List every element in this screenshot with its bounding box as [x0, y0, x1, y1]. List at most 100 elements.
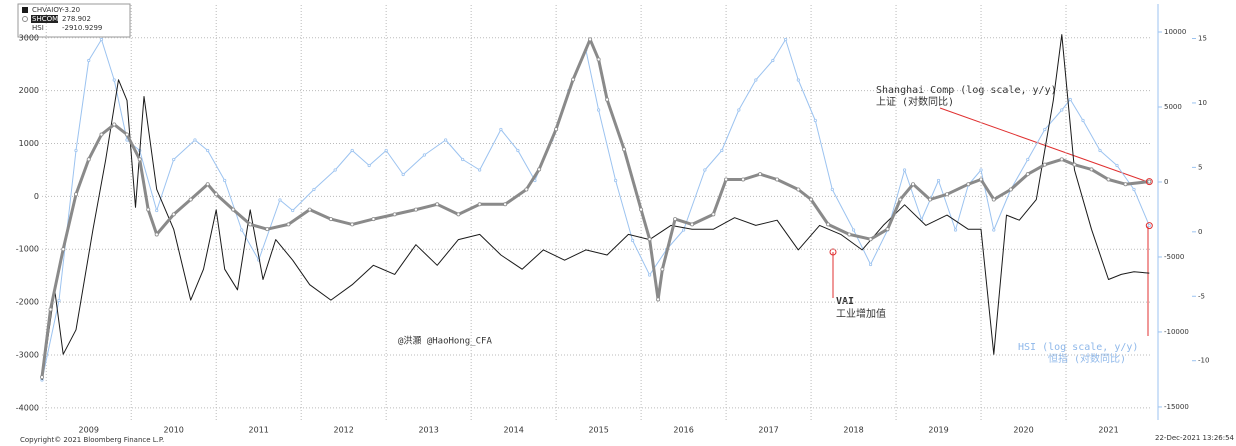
point: [639, 207, 644, 212]
point: [614, 178, 618, 183]
y-tick-label: -1000: [16, 245, 39, 254]
y3-tick-label: 15: [1198, 35, 1207, 43]
point: [622, 147, 627, 152]
point: [588, 37, 593, 42]
point: [248, 222, 253, 227]
point: [648, 273, 652, 277]
point: [350, 148, 354, 153]
y-tick-label: -3000: [16, 350, 39, 359]
point: [40, 375, 45, 380]
point: [435, 202, 440, 207]
point: [223, 178, 227, 183]
point: [1043, 127, 1047, 132]
point: [99, 37, 104, 42]
point: [367, 163, 371, 168]
y-tick-label: 2000: [19, 86, 39, 95]
x-tick-label: 2014: [503, 426, 523, 435]
legend-value: -2910.9299: [62, 24, 102, 32]
point: [74, 148, 78, 153]
point: [524, 187, 529, 192]
line-series: [40, 37, 1150, 378]
annotation-line: [939, 107, 1149, 183]
annotation: HSI (log scale, y/y): [1018, 342, 1138, 353]
point: [847, 232, 852, 237]
point: [146, 207, 151, 212]
y-tick-label: 1000: [19, 139, 39, 148]
end-marker: [1145, 222, 1153, 230]
point: [796, 187, 801, 192]
y2-tick-label: -5000: [1164, 253, 1184, 261]
point: [240, 228, 244, 232]
point: [278, 198, 282, 202]
point: [1089, 167, 1094, 172]
point: [720, 148, 724, 153]
line-series: [41, 39, 1150, 381]
point: [188, 197, 193, 202]
x-tick-label: 2011: [249, 426, 269, 435]
y-tick-label: -2000: [16, 298, 39, 307]
point: [597, 108, 601, 112]
x-tick-label: 2015: [588, 426, 608, 435]
y3-tick-label: -10: [1198, 357, 1209, 365]
point: [631, 238, 635, 243]
point: [660, 267, 665, 272]
point: [328, 217, 333, 222]
point: [312, 187, 316, 192]
point: [902, 168, 907, 172]
legend-label: SHCOMP: [32, 15, 62, 23]
point: [112, 78, 116, 82]
y3-tick-label: 0: [1198, 228, 1202, 236]
annotation: 恒指 (对数同比): [1048, 352, 1126, 365]
annotation: VAI: [836, 296, 854, 307]
point: [1008, 187, 1013, 192]
point: [911, 182, 916, 187]
point: [477, 202, 482, 207]
point: [422, 153, 427, 157]
point: [647, 237, 652, 242]
y3-tick-label: -5: [1198, 292, 1205, 300]
y2-tick-label: 5000: [1164, 103, 1182, 111]
point: [537, 167, 542, 172]
point: [813, 118, 817, 123]
point: [57, 298, 61, 303]
point: [945, 192, 950, 197]
point: [206, 148, 210, 153]
x-tick-label: 2019: [928, 426, 948, 435]
point: [966, 182, 971, 187]
point: [775, 177, 780, 182]
point: [868, 237, 873, 242]
point: [656, 297, 661, 302]
point: [796, 78, 800, 82]
point: [112, 122, 117, 127]
point: [1147, 224, 1151, 228]
point: [737, 108, 741, 112]
point: [231, 207, 236, 212]
legend-highlight: [31, 15, 58, 23]
x-tick-label: 2009: [79, 426, 99, 435]
point: [1072, 162, 1077, 167]
legend-value: -3.20: [62, 6, 80, 14]
point: [771, 58, 775, 63]
y2-tick-label: -15000: [1164, 403, 1189, 411]
y3-tick-label: 10: [1198, 99, 1207, 107]
point: [154, 232, 159, 237]
point: [291, 208, 295, 213]
timestamp: 22-Dec-2021 13:26:54: [1155, 434, 1235, 442]
point: [478, 168, 482, 172]
point: [456, 212, 461, 217]
point: [690, 222, 695, 227]
x-tick-label: 2017: [758, 426, 778, 435]
y2-tick-label: 10000: [1164, 28, 1186, 36]
point: [286, 222, 291, 227]
point: [1147, 179, 1152, 184]
point: [48, 307, 53, 312]
x-tick-label: 2021: [1098, 426, 1118, 435]
point: [171, 212, 176, 217]
point: [461, 157, 465, 162]
point: [99, 132, 104, 137]
point: [783, 37, 788, 42]
point: [724, 177, 729, 182]
point: [86, 157, 91, 162]
point: [1059, 157, 1064, 162]
